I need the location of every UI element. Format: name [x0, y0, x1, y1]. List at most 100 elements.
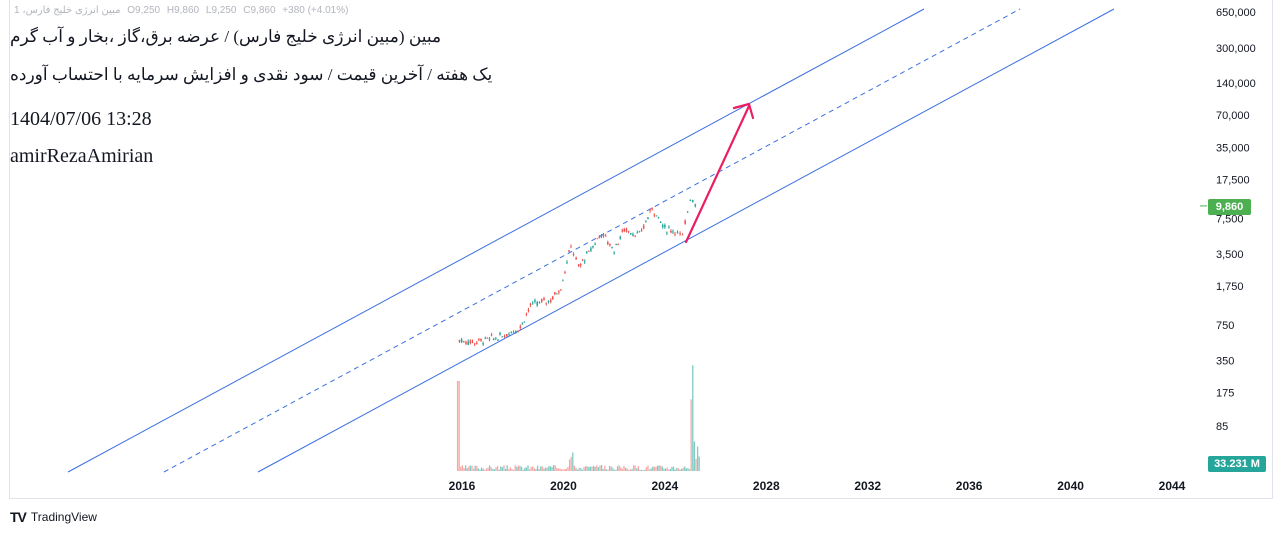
volume-bar	[528, 469, 531, 471]
volume-bar	[533, 468, 536, 471]
volume-bar	[544, 467, 547, 471]
volume-bar	[461, 465, 464, 471]
volume-bar	[495, 467, 497, 471]
high-value: H9,860	[166, 5, 200, 16]
candle-body	[471, 341, 474, 343]
candle-body	[478, 339, 480, 341]
candle-body	[488, 338, 491, 340]
volume-bar	[589, 466, 592, 471]
volume-bar	[655, 466, 657, 471]
candle-body	[551, 296, 554, 300]
volume-bar	[520, 466, 523, 471]
x-tick-label: 2016	[449, 479, 476, 493]
volume-bar	[592, 465, 595, 471]
candle-body	[647, 217, 649, 220]
volume-bar	[600, 465, 603, 471]
annotation-author[interactable]: amirRezaAmirian	[10, 145, 154, 167]
candle-body	[602, 234, 605, 236]
candle-body	[598, 236, 601, 239]
volume-bar	[676, 467, 678, 471]
volume-bar	[468, 466, 470, 471]
candle-body	[499, 332, 501, 335]
volume-bar	[490, 467, 492, 471]
candle-body	[463, 341, 465, 342]
candle-body	[503, 336, 506, 337]
candle-body	[554, 292, 556, 295]
candle-body	[651, 208, 653, 210]
candle-body	[636, 232, 639, 234]
y-tick-label: 350	[1216, 355, 1234, 367]
volume-bar	[559, 468, 561, 471]
annotation-subtitle[interactable]: یک هفته / آخرین قیمت / سود نقدی و افزایش…	[10, 65, 493, 84]
candle-body	[621, 230, 624, 232]
close-value: C9,860	[243, 5, 276, 16]
volume-bar	[615, 469, 617, 471]
time-axis[interactable]: 2016 2020 2024 2028 2032 2036 2040 2044	[449, 479, 1186, 493]
volume-bar	[672, 466, 675, 471]
candle-body	[585, 251, 588, 254]
volume-bar	[471, 465, 473, 471]
channel-upper-line[interactable]	[67, 8, 925, 473]
volume-bar	[680, 468, 683, 471]
volume-bar	[645, 467, 648, 471]
volume-bar	[524, 467, 526, 471]
candle-body	[579, 264, 582, 266]
arrow-shaft[interactable]	[684, 104, 751, 244]
candle-body	[536, 302, 539, 306]
candle-body	[596, 238, 599, 240]
volume-bar	[605, 469, 608, 471]
chart-frame[interactable]	[9, 0, 1273, 499]
projection-arrow[interactable]	[684, 102, 755, 244]
candle-body	[600, 235, 603, 237]
volume-bar	[610, 466, 612, 471]
candle-body	[521, 322, 524, 324]
volume-bar	[584, 466, 587, 471]
channel-median-line[interactable]	[163, 8, 1021, 473]
volume-bar	[536, 465, 539, 471]
candle-body	[581, 260, 584, 261]
candle-body	[625, 228, 628, 232]
candle-body	[609, 243, 611, 246]
candle-body	[543, 298, 545, 301]
candle-body	[517, 330, 519, 332]
candle-body	[670, 231, 672, 233]
tradingview-brand[interactable]: TV TradingView	[10, 509, 97, 525]
volume-bar	[560, 469, 563, 471]
volume-bar	[573, 465, 576, 471]
volume-bar	[658, 465, 660, 471]
volume-bar	[647, 465, 649, 471]
candle-body	[525, 313, 528, 315]
volume-bar	[604, 465, 606, 471]
candle-body	[492, 338, 495, 340]
volume-bar	[469, 465, 472, 471]
volume-bar	[466, 468, 468, 471]
volume-bar	[479, 469, 481, 471]
candle-body	[570, 246, 572, 248]
volume-bar	[653, 466, 656, 471]
candle-body	[529, 303, 532, 305]
annotation-title[interactable]: مبین (مبین انرژی خلیج فارس) / عرضه برق،گ…	[10, 27, 442, 46]
candle-body	[465, 341, 467, 344]
annotation-date[interactable]: 1404/07/06 13:28	[10, 108, 152, 130]
candle-body	[534, 300, 536, 302]
volume-bar	[599, 465, 601, 471]
volume-bar	[556, 467, 558, 471]
volume-bar	[685, 468, 688, 471]
candle-body	[694, 204, 697, 207]
price-axis[interactable]: 650,000 300,000 140,000 70,000 35,000 17,500 7…	[1200, 7, 1256, 433]
candle-body	[583, 261, 586, 263]
arrow-head-icon[interactable]	[732, 102, 755, 120]
candle-body	[508, 334, 510, 336]
volume-bar	[514, 465, 516, 471]
candle-body	[668, 227, 670, 229]
volume-bar	[652, 466, 654, 471]
candle-body	[623, 229, 626, 232]
x-tick-label: 2044	[1159, 479, 1186, 493]
brand-label: TradingView	[30, 510, 97, 524]
candle-body	[575, 257, 577, 260]
volume-bar	[679, 469, 681, 471]
candle-body	[638, 231, 641, 233]
volume-bar	[516, 466, 518, 471]
volume-bar	[597, 467, 600, 471]
